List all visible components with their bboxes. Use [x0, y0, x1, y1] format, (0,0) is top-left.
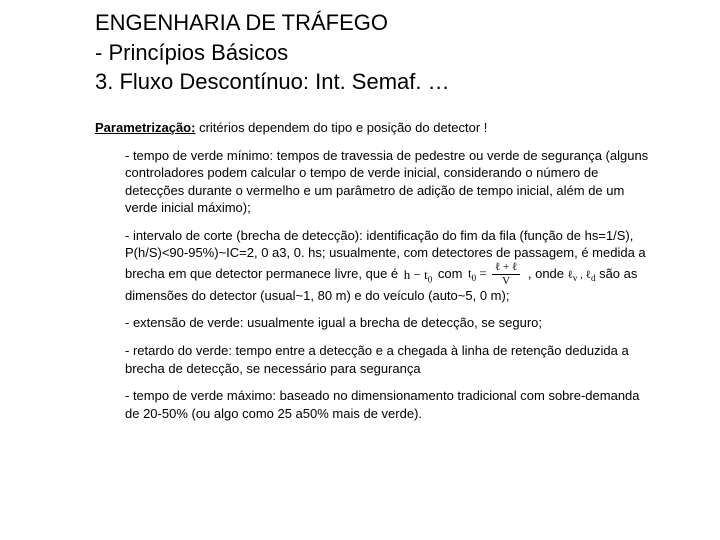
- bullet-2: - intervalo de corte (brecha de detecção…: [125, 227, 650, 305]
- title-line-1: ENGENHARIA DE TRÁFEGO: [95, 8, 660, 38]
- formula-2-eq: =: [476, 265, 490, 280]
- formula-2: t0 = ℓ + ℓV: [466, 262, 524, 287]
- lead-rest: critérios dependem do tipo e posição do …: [195, 120, 487, 135]
- bullet-5: - tempo de verde máximo: baseado no dime…: [125, 387, 650, 422]
- title-line-2: - Princípios Básicos: [95, 38, 660, 68]
- lead-paragraph: Parametrização: critérios dependem do ti…: [95, 119, 650, 137]
- formula-vars: ℓv , ℓd: [568, 269, 596, 281]
- bullet-4: - retardo do verde: tempo entre a detecç…: [125, 342, 650, 377]
- bullet-2-mid2: , onde: [528, 266, 568, 281]
- bullet-3: - extensão de verde: usualmente igual a …: [125, 314, 650, 332]
- title-line-3: 3. Fluxo Descontínuo: Int. Semaf. …: [95, 67, 660, 97]
- formula-2-frac: ℓ + ℓV: [492, 262, 520, 287]
- formula-2-num: ℓ + ℓ: [492, 262, 520, 275]
- var-sub-v: v: [573, 273, 578, 283]
- bullet-2-mid1: com: [438, 266, 466, 281]
- slide-title-block: ENGENHARIA DE TRÁFEGO - Princípios Básic…: [95, 8, 660, 97]
- formula-1-sub: 0: [428, 274, 433, 284]
- formula-1: h − t0: [402, 266, 434, 284]
- formula-2-den: V: [492, 275, 520, 287]
- content-area: Parametrização: critérios dependem do ti…: [95, 119, 660, 422]
- formula-1-lhs: h − t: [404, 267, 428, 282]
- var-sub-d: d: [591, 273, 596, 283]
- lead-label: Parametrização:: [95, 120, 195, 135]
- bullet-1: - tempo de verde mínimo: tempos de trave…: [125, 147, 650, 217]
